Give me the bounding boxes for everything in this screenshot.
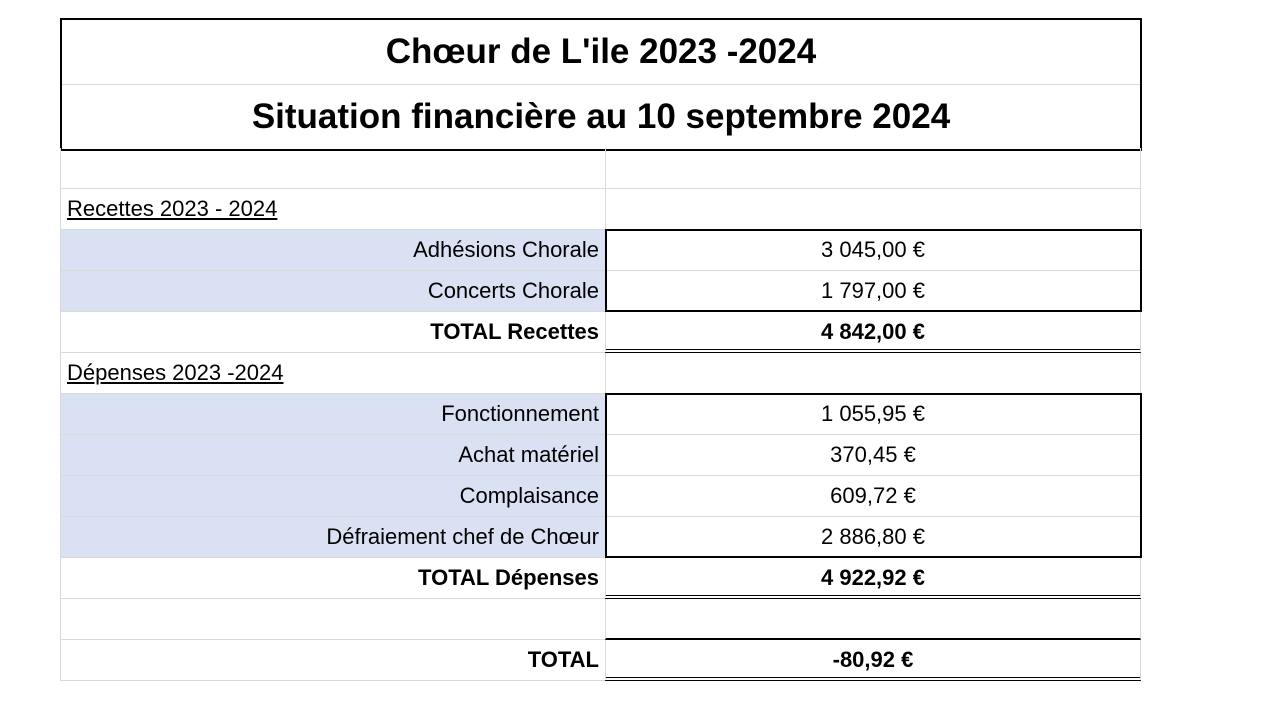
depenses-heading: Dépenses 2023 -2024 (67, 360, 284, 385)
cell[interactable]: Achat matériel (60, 435, 606, 476)
empty-row (60, 599, 1141, 640)
cell[interactable] (605, 353, 1141, 394)
title-box: Chœur de L'ile 2023 -2024 Situation fina… (60, 18, 1142, 151)
table-row: Complaisance 609,72 € (60, 476, 1141, 517)
total-depenses-label: TOTAL Dépenses (418, 565, 599, 590)
item-value[interactable]: 1 055,95 € (605, 394, 1141, 435)
item-value[interactable]: 3 045,00 € (605, 230, 1141, 271)
title-line-2: Situation financière au 10 septembre 202… (251, 97, 951, 136)
cell[interactable]: Concerts Chorale (60, 271, 606, 312)
empty-row (60, 148, 1141, 189)
cell[interactable] (605, 189, 1141, 230)
cell[interactable]: Dépenses 2023 -2024 (60, 353, 606, 394)
table-row: Adhésions Chorale 3 045,00 € (60, 230, 1141, 271)
cell[interactable]: Défraiement chef de Chœur (60, 517, 606, 558)
recettes-heading: Recettes 2023 - 2024 (67, 196, 278, 221)
cell[interactable] (605, 148, 1141, 189)
cell[interactable]: TOTAL Dépenses (60, 558, 606, 599)
cell[interactable] (60, 599, 606, 640)
recettes-heading-row: Recettes 2023 - 2024 (60, 189, 1141, 230)
item-value[interactable]: 2 886,80 € (605, 517, 1141, 558)
total-depenses-value[interactable]: 4 922,92 € (605, 558, 1141, 599)
depenses-heading-row: Dépenses 2023 -2024 (60, 353, 1141, 394)
cell[interactable]: Recettes 2023 - 2024 (60, 189, 606, 230)
total-recettes-label: TOTAL Recettes (430, 319, 599, 344)
item-label: Concerts Chorale (427, 278, 599, 303)
item-label: Achat matériel (458, 442, 599, 467)
cell[interactable]: Fonctionnement (60, 394, 606, 435)
item-label: Défraiement chef de Chœur (326, 524, 599, 549)
cell[interactable] (60, 148, 606, 189)
item-label: Fonctionnement (441, 401, 599, 426)
item-value[interactable]: 609,72 € (605, 476, 1141, 517)
item-label: Complaisance (459, 483, 599, 508)
table-row: Défraiement chef de Chœur 2 886,80 € (60, 517, 1141, 558)
total-depenses-row: TOTAL Dépenses 4 922,92 € (60, 558, 1141, 599)
item-value[interactable]: 370,45 € (605, 435, 1141, 476)
table-row: Achat matériel 370,45 € (60, 435, 1141, 476)
item-value[interactable]: 1 797,00 € (605, 271, 1141, 312)
total-row: TOTAL -80,92 € (60, 640, 1141, 681)
total-value[interactable]: -80,92 € (605, 640, 1141, 681)
table-row: Fonctionnement 1 055,95 € (60, 394, 1141, 435)
cell[interactable]: Complaisance (60, 476, 606, 517)
total-recettes-row: TOTAL Recettes 4 842,00 € (60, 312, 1141, 353)
table-row: Concerts Chorale 1 797,00 € (60, 271, 1141, 312)
cell[interactable]: TOTAL (60, 640, 606, 681)
total-label: TOTAL (527, 647, 599, 672)
cell[interactable] (605, 599, 1141, 640)
cell[interactable]: Adhésions Chorale (60, 230, 606, 271)
total-recettes-value[interactable]: 4 842,00 € (605, 312, 1141, 353)
cell[interactable]: TOTAL Recettes (60, 312, 606, 353)
item-label: Adhésions Chorale (413, 237, 599, 262)
title-line-1: Chœur de L'ile 2023 -2024 (62, 20, 1140, 85)
